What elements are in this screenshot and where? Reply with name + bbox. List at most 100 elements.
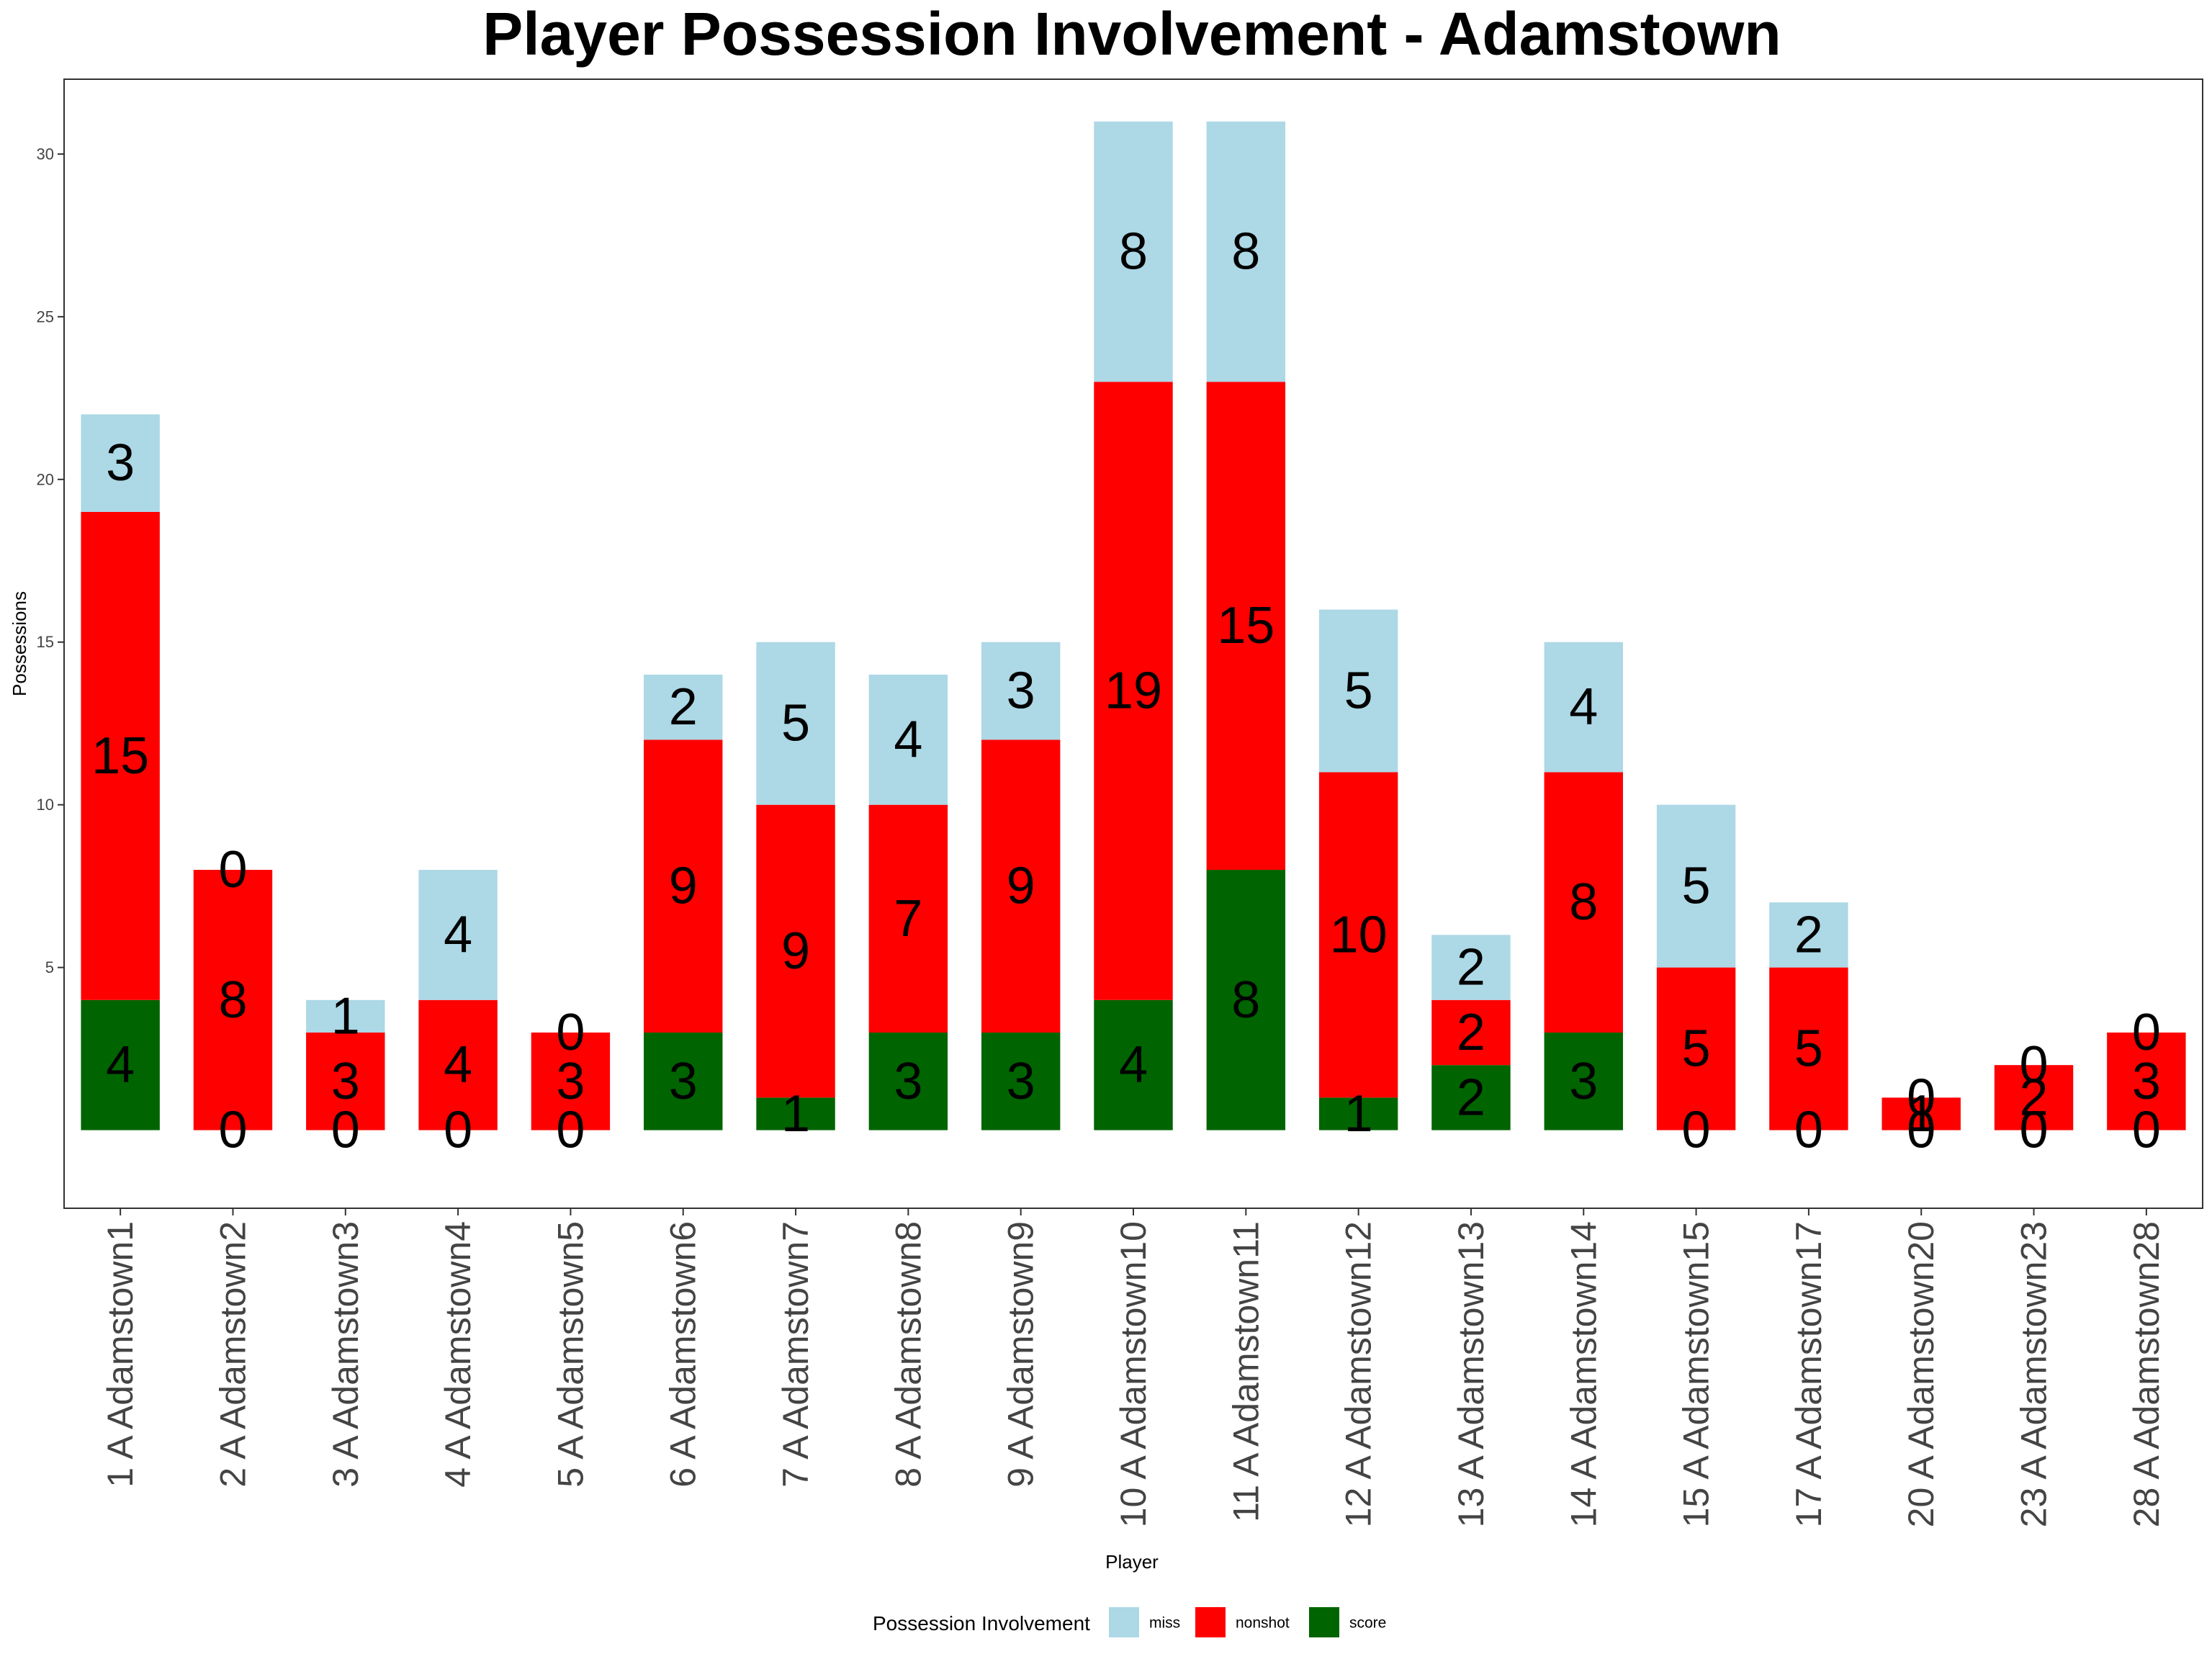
bar-nonshot-15 <box>1656 967 1736 1130</box>
bar-label-score-3: 0 <box>331 1102 360 1159</box>
bar-miss-7 <box>756 642 835 805</box>
y-axis: 5 10 15 20 25 30 <box>37 145 64 976</box>
bar-nonshot-19 <box>2107 1032 2186 1130</box>
bar-label-nonshot-14: 8 <box>1569 873 1598 931</box>
y-tick-label: 30 <box>37 145 54 163</box>
bar-label-miss-10: 8 <box>1119 222 1148 280</box>
bar-score-11 <box>1206 870 1286 1130</box>
bar-label-score-16: 0 <box>1794 1102 1823 1159</box>
bar-nonshot-17 <box>1881 1097 1961 1130</box>
bar-label-score-19: 0 <box>2132 1102 2161 1159</box>
bar-label-miss-16: 2 <box>1794 906 1823 963</box>
x-tick-label: 9 A Adamstown9 <box>1001 1221 1041 1488</box>
bar-miss-8 <box>868 674 948 805</box>
y-tick-label: 15 <box>37 633 54 651</box>
bar-score-10 <box>1094 999 1173 1130</box>
bar-label-miss-1: 3 <box>106 434 135 492</box>
x-tick-label: 28 A Adamstown28 <box>2126 1221 2167 1527</box>
bar-nonshot-6 <box>644 739 723 1033</box>
bar-miss-11 <box>1206 121 1286 382</box>
bar-label-score-7: 1 <box>781 1085 810 1143</box>
bar-label-nonshot-12: 10 <box>1330 906 1388 963</box>
x-axis: 1 A Adamstown1 2 A Adamstown2 3 A Adamstow… <box>100 1208 2167 1527</box>
bar-nonshot-10 <box>1094 382 1173 1000</box>
bar-label-miss-19: 0 <box>2132 1004 2161 1061</box>
bar-nonshot-9 <box>981 739 1061 1033</box>
bar-label-score-18: 0 <box>2020 1102 2049 1159</box>
bar-nonshot-4 <box>418 999 498 1130</box>
bar-label-score-6: 3 <box>669 1053 698 1110</box>
bar-label-nonshot-19: 3 <box>2132 1053 2161 1110</box>
x-tick-label: 7 A Adamstown7 <box>775 1221 816 1488</box>
x-tick-label: 20 A Adamstown20 <box>1901 1221 1941 1527</box>
bar-label-nonshot-10: 19 <box>1105 662 1162 720</box>
legend-label-miss: miss <box>1149 1615 1180 1632</box>
bar-miss-1 <box>81 414 160 512</box>
bar-miss-3 <box>306 999 385 1033</box>
bar-nonshot-11 <box>1206 382 1286 871</box>
bar-label-miss-5: 0 <box>556 1004 585 1061</box>
y-tick-label: 10 <box>37 796 54 814</box>
x-tick-label: 2 A Adamstown2 <box>212 1221 253 1488</box>
bar-label-miss-13: 2 <box>1457 939 1485 997</box>
bar-label-miss-17: 0 <box>1907 1069 1936 1126</box>
bar-label-score-12: 1 <box>1344 1085 1373 1143</box>
bar-label-nonshot-3: 3 <box>331 1053 360 1110</box>
bar-label-score-8: 3 <box>894 1053 922 1110</box>
x-tick-label: 5 A Adamstown5 <box>550 1221 590 1488</box>
x-tick-label: 13 A Adamstown13 <box>1451 1221 1491 1527</box>
bar-score-1 <box>81 999 160 1130</box>
x-tick-label: 17 A Adamstown17 <box>1789 1221 1829 1527</box>
legend-label-nonshot: nonshot <box>1236 1615 1290 1632</box>
bar-nonshot-14 <box>1544 772 1623 1033</box>
bar-label-nonshot-16: 5 <box>1794 1020 1823 1078</box>
bar-nonshot-16 <box>1769 967 1848 1130</box>
bar-label-nonshot-2: 8 <box>218 971 247 1029</box>
bar-score-12 <box>1318 1097 1398 1130</box>
bar-miss-16 <box>1769 902 1848 968</box>
bar-nonshot-2 <box>193 870 273 1130</box>
bar-label-nonshot-17: 1 <box>1907 1085 1936 1143</box>
x-tick-label: 11 A Adamstown11 <box>1226 1221 1266 1522</box>
bar-label-nonshot-18: 2 <box>2020 1069 2049 1126</box>
x-tick-label: 6 A Adamstown6 <box>663 1221 703 1488</box>
x-tick-label: 14 A Adamstown14 <box>1563 1221 1604 1527</box>
bar-score-13 <box>1431 1065 1511 1130</box>
bar-miss-15 <box>1656 804 1736 968</box>
legend: Possession Involvement miss nonshot score <box>873 1607 1386 1637</box>
bar-labels: 4153080031044030392195374393419881581105… <box>91 222 2161 1159</box>
bar-nonshot-12 <box>1318 772 1398 1098</box>
legend-title: Possession Involvement <box>873 1612 1090 1635</box>
bar-label-miss-3: 1 <box>331 987 360 1045</box>
bar-label-score-14: 3 <box>1569 1053 1598 1110</box>
bar-miss-4 <box>418 870 498 1000</box>
chart-title: Player Possession Involvement - Adamstow… <box>482 0 1781 68</box>
x-tick-label: 15 A Adamstown15 <box>1676 1221 1717 1527</box>
bar-miss-10 <box>1094 121 1173 382</box>
x-tick-label: 3 A Adamstown3 <box>325 1221 366 1488</box>
bar-miss-13 <box>1431 935 1511 1000</box>
bar-label-score-9: 3 <box>1007 1053 1035 1110</box>
legend-key-nonshot <box>1195 1607 1226 1637</box>
y-tick-label: 5 <box>45 958 54 976</box>
bar-label-miss-14: 4 <box>1569 678 1598 736</box>
bar-nonshot-13 <box>1431 999 1511 1066</box>
bar-label-score-15: 0 <box>1682 1102 1711 1159</box>
bar-score-14 <box>1544 1032 1623 1130</box>
x-tick-label: 8 A Adamstown8 <box>888 1221 928 1488</box>
y-tick-label: 20 <box>37 470 54 488</box>
bar-score-6 <box>644 1032 723 1130</box>
x-tick-label: 23 A Adamstown23 <box>2014 1221 2054 1527</box>
bar-label-miss-2: 0 <box>218 841 247 899</box>
bar-label-score-5: 0 <box>556 1102 585 1159</box>
bar-label-miss-6: 2 <box>669 678 698 736</box>
bar-label-nonshot-9: 9 <box>1007 858 1035 915</box>
y-axis-title: Possessions <box>9 591 30 696</box>
bar-label-nonshot-1: 15 <box>91 727 149 785</box>
bar-label-nonshot-5: 3 <box>556 1053 585 1110</box>
bar-label-miss-15: 5 <box>1682 858 1711 915</box>
bar-miss-6 <box>644 674 723 740</box>
bar-label-score-4: 0 <box>444 1102 472 1159</box>
bar-label-score-17: 0 <box>1907 1102 1936 1159</box>
